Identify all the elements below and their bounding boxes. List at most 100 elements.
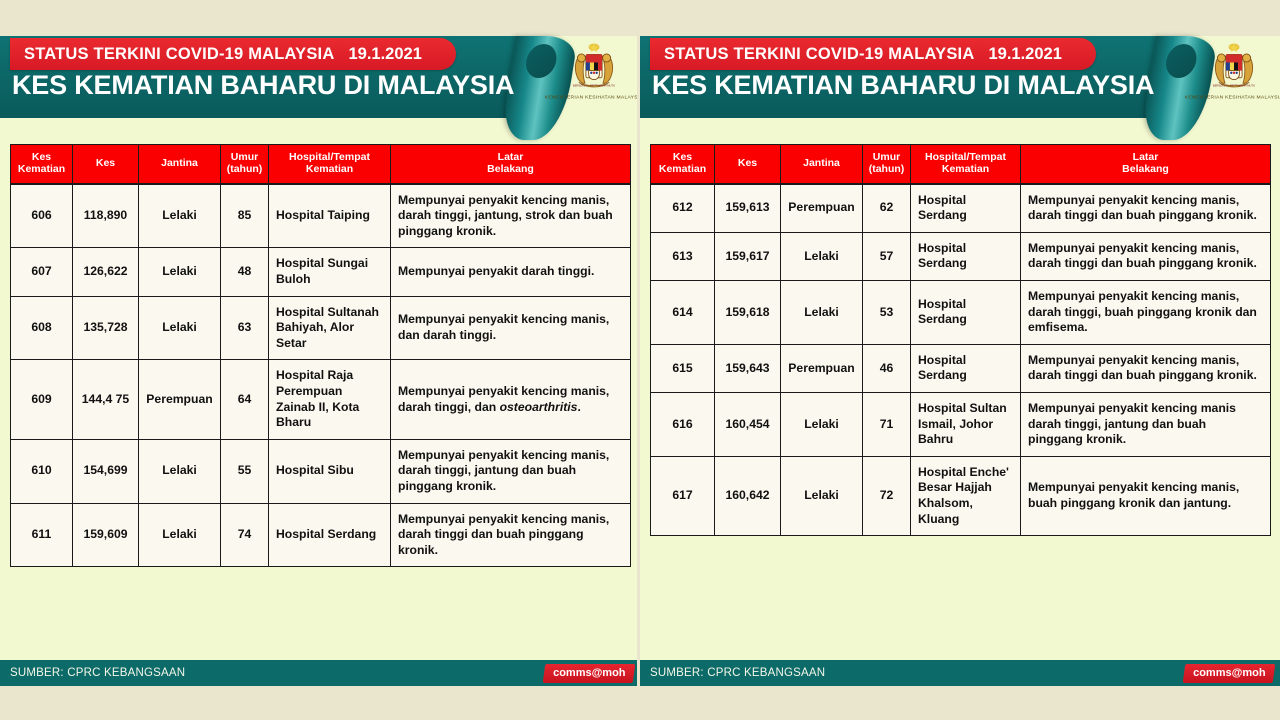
cell-umur: 55	[220, 438, 269, 504]
cell-jantina: Lelaki	[138, 295, 221, 361]
deaths-table-container: Kes Kematian Kes Jantina Umur (tahun) Hosp…	[650, 144, 1271, 537]
table-body: 612 159,613 Perempuan 62 Hospital Serdan…	[650, 183, 1271, 537]
cell-jantina: Perempuan	[138, 359, 221, 440]
cell-umur: 46	[862, 343, 911, 393]
cell-latar: Mempunyai penyakit kencing manis, darah …	[390, 502, 631, 568]
cell-jantina: Perempuan	[780, 343, 863, 393]
cell-kes-kematian: 607	[10, 247, 73, 297]
cell-jantina: Lelaki	[780, 279, 863, 345]
header-ribbon: STATUS TERKINI COVID-19 MALAYSIA 19.1.20…	[0, 36, 637, 140]
cell-kes: 159,609	[72, 502, 139, 568]
cell-latar: Mempunyai penyakit kencing manis, darah …	[390, 182, 631, 249]
table-row: 607 126,622 Lelaki 48 Hospital Sungai Bu…	[10, 247, 631, 297]
table-row: 606 118,890 Lelaki 85 Hospital Taiping M…	[10, 182, 631, 249]
cell-kes: 159,613	[714, 183, 781, 233]
cell-hospital: Hospital Sungai Buloh	[268, 247, 391, 297]
cell-hospital: Hospital Sibu	[268, 438, 391, 504]
svg-text:BERSEKUTU BERTAMBAH MUTU: BERSEKUTU BERTAMBAH MUTU	[573, 83, 615, 87]
cell-kes-kematian: 617	[650, 455, 715, 537]
cell-latar: Mempunyai penyakit kencing manis, dan da…	[390, 295, 631, 361]
col-header-kes-kematian: Kes Kematian	[10, 144, 73, 185]
cell-kes-kematian: 613	[650, 231, 715, 281]
status-bar: STATUS TERKINI COVID-19 MALAYSIA 19.1.20…	[650, 38, 1096, 70]
table-row: 610 154,699 Lelaki 55 Hospital Sibu Memp…	[10, 438, 631, 504]
bottom-strip	[0, 686, 637, 720]
table-row: 613 159,617 Lelaki 57 Hospital Serdang M…	[650, 231, 1271, 281]
cell-jantina: Perempuan	[780, 183, 863, 233]
cell-kes-kematian: 608	[10, 295, 73, 361]
bottom-strip	[640, 686, 1280, 720]
cell-kes-kematian: 615	[650, 343, 715, 393]
crest-caption: KEMENTERIAN KESIHATAN MALAYSIA	[1184, 94, 1280, 100]
cell-umur: 57	[862, 231, 911, 281]
table-body: 606 118,890 Lelaki 85 Hospital Taiping M…	[10, 182, 631, 568]
col-header-kes-kematian: Kes Kematian	[650, 144, 715, 185]
col-header-hospital: Hospital/Tempat Kematian	[268, 144, 391, 185]
panel-left: STATUS TERKINI COVID-19 MALAYSIA 19.1.20…	[0, 0, 640, 720]
cell-hospital: Hospital Taiping	[268, 182, 391, 249]
cell-umur: 62	[862, 183, 911, 233]
cell-umur: 48	[220, 247, 269, 297]
col-header-latar: Latar Belakang	[390, 144, 631, 185]
cell-kes: 118,890	[72, 182, 139, 249]
cell-kes-kematian: 606	[10, 182, 73, 249]
footer-source: SUMBER: CPRC KEBANGSAAN	[10, 667, 186, 679]
cell-kes-kematian: 609	[10, 359, 73, 440]
cell-kes: 159,643	[714, 343, 781, 393]
cell-hospital: Hospital Serdang	[910, 231, 1021, 281]
table-row: 617 160,642 Lelaki 72 Hospital Enche' Be…	[650, 455, 1271, 537]
cell-latar: Mempunyai penyakit kencing manis, darah …	[1020, 231, 1271, 281]
page-title: KES KEMATIAN BAHARU DI MALAYSIA	[652, 70, 1155, 100]
cell-kes: 159,618	[714, 279, 781, 345]
cell-kes-kematian: 616	[650, 391, 715, 457]
cell-umur: 64	[220, 359, 269, 440]
cell-hospital: Hospital Serdang	[268, 502, 391, 568]
col-header-hospital: Hospital/Tempat Kematian	[910, 144, 1021, 185]
cell-hospital: Hospital Enche' Besar Hajjah Khalsom, Kl…	[910, 455, 1021, 537]
table-row: 616 160,454 Lelaki 71 Hospital Sultan Is…	[650, 391, 1271, 457]
cell-kes-kematian: 612	[650, 183, 715, 233]
deaths-table: Kes Kematian Kes Jantina Umur (tahun) Hosp…	[10, 144, 631, 568]
cell-kes-kematian: 614	[650, 279, 715, 345]
col-header-kes: Kes	[714, 144, 781, 185]
status-title: STATUS TERKINI COVID-19 MALAYSIA	[24, 44, 335, 63]
status-title: STATUS TERKINI COVID-19 MALAYSIA	[664, 44, 975, 63]
cell-hospital: Hospital Sultanah Bahiyah, Alor Setar	[268, 295, 391, 361]
cell-hospital: Hospital Serdang	[910, 343, 1021, 393]
table-row: 614 159,618 Lelaki 53 Hospital Serdang M…	[650, 279, 1271, 345]
col-header-kes: Kes	[72, 144, 139, 185]
cell-hospital: Hospital Sultan Ismail, Johor Bahru	[910, 391, 1021, 457]
page-title: KES KEMATIAN BAHARU DI MALAYSIA	[12, 70, 515, 100]
malaysia-coat-of-arms-icon: BERSEKUTU BERTAMBAH MUTU KEMENTERIAN KES…	[545, 40, 637, 124]
panel-right: STATUS TERKINI COVID-19 MALAYSIA 19.1.20…	[640, 0, 1280, 720]
col-header-jantina: Jantina	[138, 144, 221, 185]
status-date: 19.1.2021	[988, 44, 1062, 63]
table-header-row: Kes Kematian Kes Jantina Umur (tahun) Hosp…	[650, 144, 1271, 185]
deaths-table: Kes Kematian Kes Jantina Umur (tahun) Hosp…	[650, 144, 1271, 537]
cell-jantina: Lelaki	[138, 247, 221, 297]
cell-umur: 74	[220, 502, 269, 568]
cell-latar: Mempunyai penyakit kencing manis, darah …	[1020, 279, 1271, 345]
svg-text:BERSEKUTU BERTAMBAH MUTU: BERSEKUTU BERTAMBAH MUTU	[1213, 83, 1255, 87]
footer-bar: SUMBER: CPRC KEBANGSAAN comms@moh	[0, 660, 637, 686]
header-ribbon: STATUS TERKINI COVID-19 MALAYSIA 19.1.20…	[640, 36, 1280, 140]
table-row: 615 159,643 Perempuan 46 Hospital Serdan…	[650, 343, 1271, 393]
cell-kes: 160,642	[714, 455, 781, 537]
cell-hospital: Hospital Raja Perempuan Zainab II, Kota …	[268, 359, 391, 440]
cell-hospital: Hospital Serdang	[910, 279, 1021, 345]
cell-hospital: Hospital Serdang	[910, 183, 1021, 233]
malaysia-coat-of-arms-icon: BERSEKUTU BERTAMBAH MUTU KEMENTERIAN KES…	[1185, 40, 1280, 124]
cell-jantina: Lelaki	[138, 502, 221, 568]
top-strip	[640, 0, 1280, 36]
cell-kes-kematian: 610	[10, 438, 73, 504]
cell-kes-kematian: 611	[10, 502, 73, 568]
cell-umur: 72	[862, 455, 911, 537]
table-row: 611 159,609 Lelaki 74 Hospital Serdang M…	[10, 502, 631, 568]
status-bar: STATUS TERKINI COVID-19 MALAYSIA 19.1.20…	[10, 38, 456, 70]
comms-moh-badge: comms@moh	[542, 663, 636, 683]
cell-kes: 126,622	[72, 247, 139, 297]
table-row: 609 144,4 75 Perempuan 64 Hospital Raja …	[10, 359, 631, 440]
crest-caption: KEMENTERIAN KESIHATAN MALAYSIA	[544, 94, 640, 100]
cell-jantina: Lelaki	[138, 438, 221, 504]
cell-latar: Mempunyai penyakit kencing manis, darah …	[390, 359, 631, 440]
